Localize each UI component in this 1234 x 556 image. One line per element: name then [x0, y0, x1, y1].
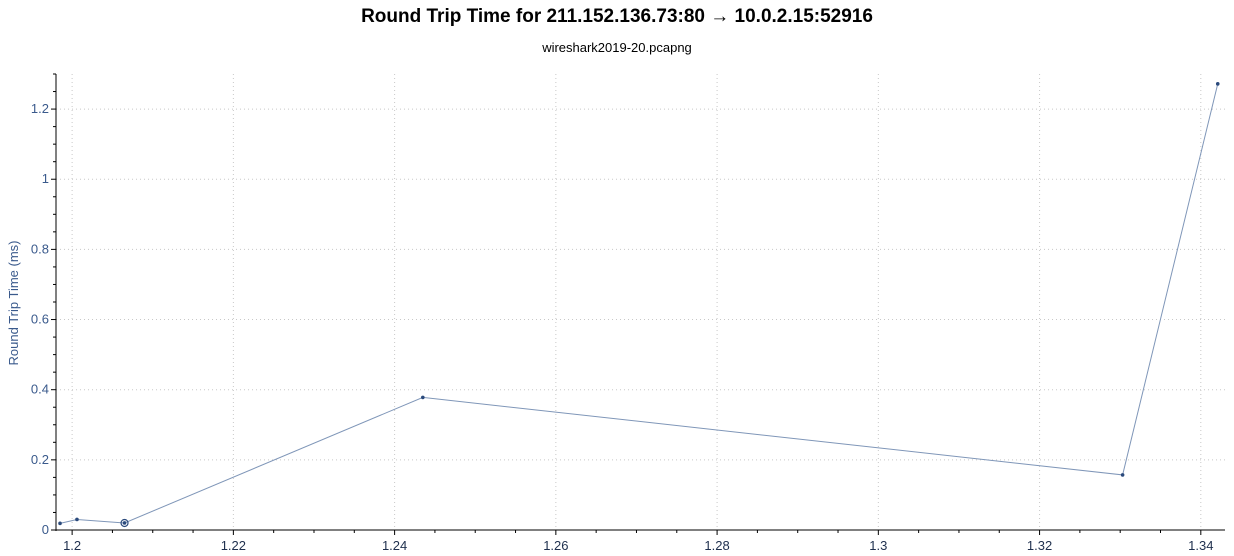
- x-tick-label: 1.26: [543, 538, 568, 553]
- y-tick-label: 0.4: [31, 382, 49, 397]
- rtt-data-point[interactable]: [122, 521, 127, 525]
- x-tick-label: 1.28: [704, 538, 729, 553]
- rtt-data-point[interactable]: [75, 517, 79, 522]
- series-layer: [58, 82, 1220, 528]
- rtt-data-point[interactable]: [1120, 473, 1125, 477]
- rtt-data-point[interactable]: [1215, 82, 1220, 86]
- y-tick-label: 1.2: [31, 101, 49, 116]
- rtt-data-point[interactable]: [421, 395, 425, 400]
- x-tick-label: 1.24: [382, 538, 407, 553]
- rtt-series-line: [59, 83, 1219, 524]
- y-tick-label: 1: [42, 171, 49, 186]
- x-tick-label: 1.34: [1188, 538, 1213, 553]
- x-tick-label: 1.3: [869, 538, 887, 553]
- x-tick-label: 1.22: [221, 538, 246, 553]
- y-tick-label: 0.6: [31, 312, 49, 327]
- axes-layer: [55, 74, 1225, 531]
- y-tick-label: 0.8: [31, 241, 49, 256]
- chart-subtitle: wireshark2019-20.pcapng: [542, 40, 692, 55]
- y-tick-label: 0: [42, 522, 49, 537]
- ticks-layer: 1.2 1.22 1.24 1.26 1.28 1.3 1.32 1.34 0 0.2 0.4 0.6…: [31, 73, 1213, 553]
- rtt-data-point[interactable]: [58, 521, 62, 526]
- selected-point-ring: [120, 518, 129, 528]
- x-tick-label: 1.2: [63, 538, 81, 553]
- y-axis-title: Round Trip Time (ms): [6, 241, 21, 366]
- chart-title: Round Trip Time for 211.152.136.73:80 → …: [361, 6, 873, 27]
- x-tick-label: 1.32: [1027, 538, 1052, 553]
- grid-layer: [56, 74, 1225, 530]
- y-tick-label: 0.2: [31, 452, 49, 467]
